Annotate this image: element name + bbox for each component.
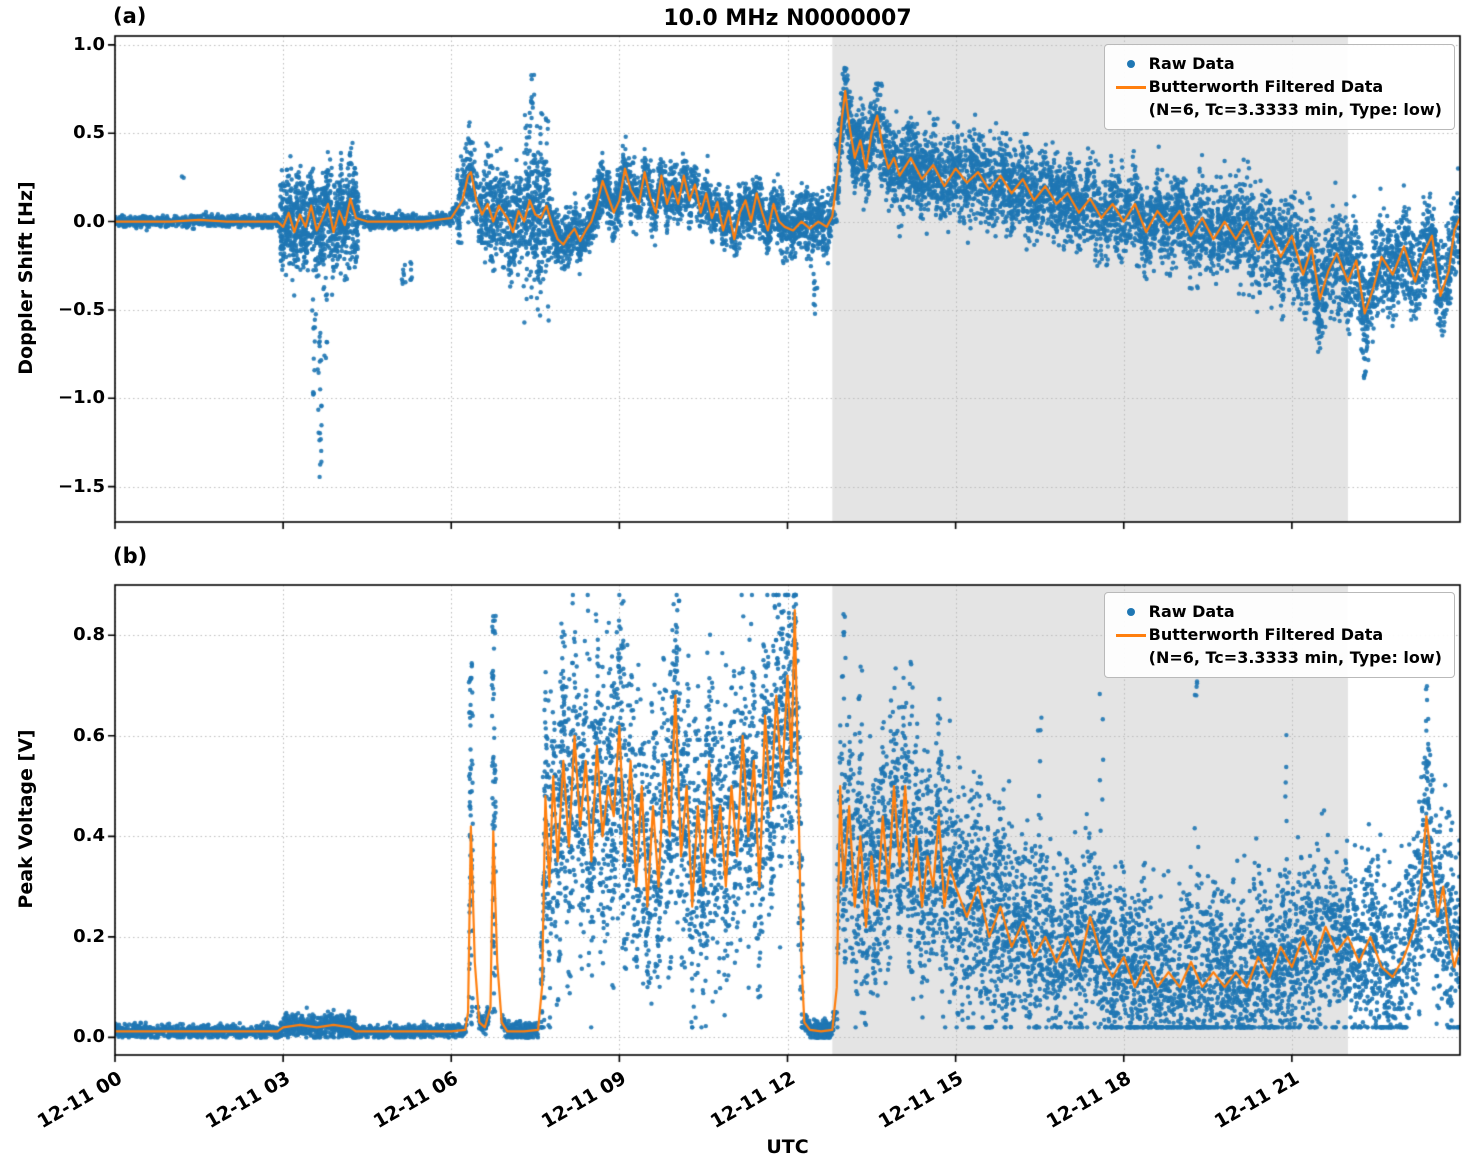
ytick-label: 0.0 bbox=[73, 210, 105, 232]
legend-entry-raw: Raw Data bbox=[1113, 53, 1442, 75]
ytick-label: −1.5 bbox=[58, 475, 105, 497]
legend-raw-label: Raw Data bbox=[1148, 53, 1235, 73]
legend-filtered-params: (N=6, Tc=3.3333 min, Type: low) bbox=[1148, 99, 1442, 119]
ytick-label: 0.0 bbox=[73, 1026, 105, 1048]
legend-filtered-params: (N=6, Tc=3.3333 min, Type: low) bbox=[1148, 647, 1442, 667]
legend-entry-raw: Raw Data bbox=[1113, 601, 1442, 623]
ytick-label: 1.0 bbox=[73, 33, 105, 55]
panel-b-label: (b) bbox=[113, 544, 148, 568]
legend-entry-filtered: Butterworth Filtered Data bbox=[1113, 76, 1442, 98]
panel-a-label: (a) bbox=[113, 4, 147, 28]
legend-entry-filtered: Butterworth Filtered Data bbox=[1113, 624, 1442, 646]
panel-a-ylabel: Doppler Shift [Hz] bbox=[15, 181, 37, 375]
legend-entry-filtered-params: (N=6, Tc=3.3333 min, Type: low) bbox=[1113, 647, 1442, 669]
panel-b-legend: Raw Data Butterworth Filtered Data (N=6,… bbox=[1103, 592, 1455, 678]
ytick-label: −1.0 bbox=[58, 387, 105, 409]
x-axis-label: UTC bbox=[766, 1136, 809, 1158]
legend-raw-label: Raw Data bbox=[1148, 601, 1235, 621]
ytick-label: −0.5 bbox=[58, 298, 105, 320]
panel-a-legend: Raw Data Butterworth Filtered Data (N=6,… bbox=[1103, 44, 1455, 130]
ytick-label: 0.6 bbox=[73, 724, 105, 746]
legend-entry-filtered-params: (N=6, Tc=3.3333 min, Type: low) bbox=[1113, 99, 1442, 121]
panel-b-ylabel: Peak Voltage [V] bbox=[15, 729, 37, 909]
ytick-label: 0.8 bbox=[73, 624, 105, 646]
ytick-label: 0.4 bbox=[73, 825, 105, 847]
figure-title: 10.0 MHz N0000007 bbox=[663, 6, 912, 31]
raw-data-dot-icon bbox=[1113, 608, 1149, 616]
ytick-label: 0.5 bbox=[73, 122, 105, 144]
legend-filtered-label: Butterworth Filtered Data bbox=[1148, 76, 1384, 96]
legend-filtered-label: Butterworth Filtered Data bbox=[1148, 624, 1384, 644]
filtered-line-icon bbox=[1113, 633, 1149, 637]
ytick-label: 0.2 bbox=[73, 925, 105, 947]
filtered-line-icon bbox=[1113, 85, 1149, 89]
raw-data-dot-icon bbox=[1113, 60, 1149, 68]
